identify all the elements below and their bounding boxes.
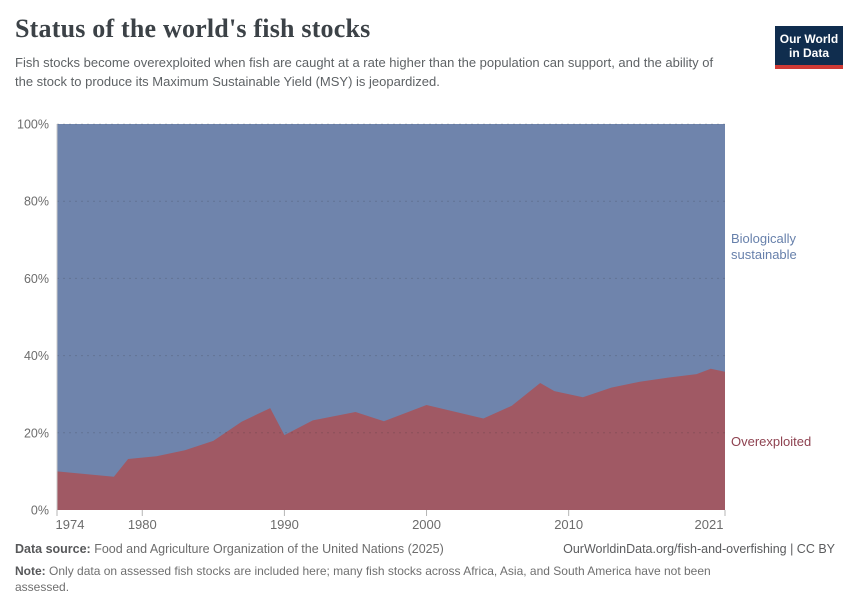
owid-logo-line2: in Data [788,46,829,60]
x-axis-label: 1974 [56,517,85,532]
data-source: Data source: Food and Agriculture Organi… [15,542,444,556]
y-axis-label: 40% [24,349,49,363]
owid-logo[interactable]: Our World in Data [775,26,843,69]
y-axis-label: 60% [24,272,49,286]
owid-logo-line1: Our World [779,32,839,46]
chart-subtitle: Fish stocks become overexploited when fi… [15,55,714,89]
chart-header: Status of the world's fish stocks Fish s… [0,14,850,91]
data-source-value: Food and Agriculture Organization of the… [94,542,444,556]
y-axis-label: 0% [31,504,49,518]
x-axis-label: 1980 [128,517,157,532]
legend-label-overexploited: Overexploited [731,434,812,449]
note-label: Note: [15,564,46,578]
page-root: { "header": { "title": "Status of the wo… [0,14,850,614]
x-axis-label: 1990 [270,517,299,532]
y-axis-label: 80% [24,195,49,209]
data-source-label: Data source: [15,542,91,556]
legend-label-biologically-sustainable: Biologically sustainable [731,231,797,262]
area-overexploited[interactable] [57,368,725,510]
x-axis-label: 2010 [554,517,583,532]
y-axis-label: 20% [24,426,49,440]
stacked-area-chart[interactable]: 0% 20% 40% 60% 80% 100% 1974 1980 1990 2000 2010 20… [0,14,850,614]
x-axis-label: 2000 [412,517,441,532]
chart-footer: Data source: Food and Agriculture Organi… [15,542,835,595]
note-value: Only data on assessed fish stocks are in… [15,564,711,594]
source-row: Data source: Food and Agriculture Organi… [15,542,835,556]
y-axis-label: 100% [17,118,49,132]
owid-link[interactable]: OurWorldinData.org/fish-and-overfishing … [563,542,835,556]
note-row: Note: Only data on assessed fish stocks … [15,563,760,595]
x-axis-label: 2021 [695,517,724,532]
page-title: Status of the world's fish stocks [15,14,371,43]
